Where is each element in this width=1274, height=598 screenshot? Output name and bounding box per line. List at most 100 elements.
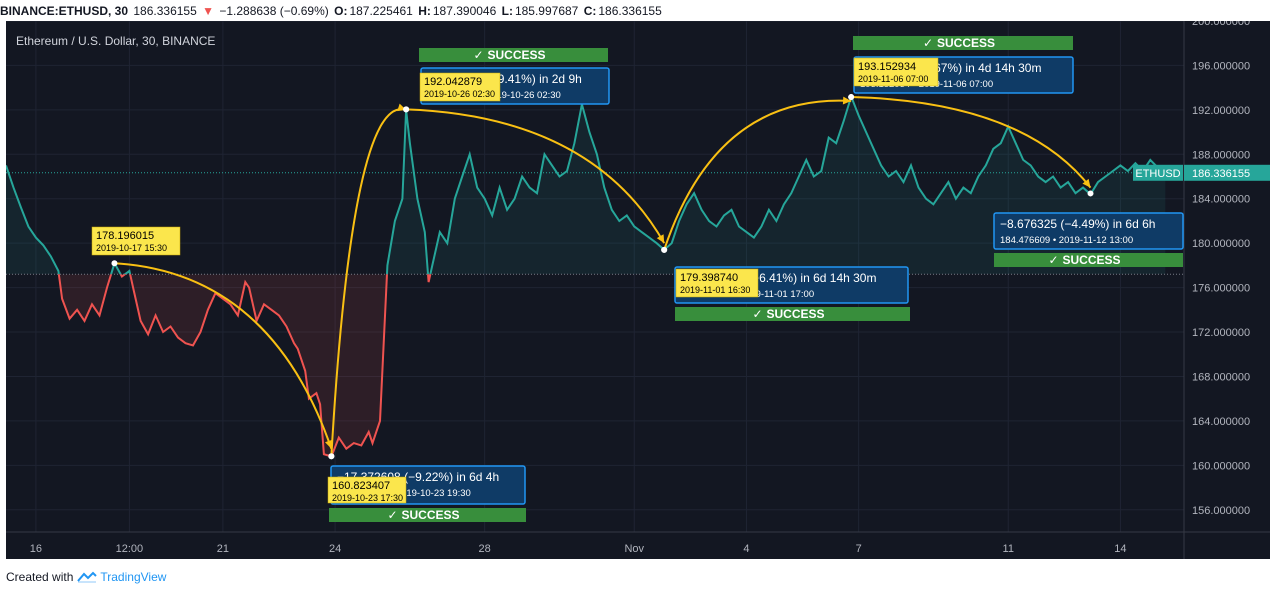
start-point (403, 106, 410, 113)
x-tick-label: 12:00 (116, 543, 144, 555)
x-tick-label: 11 (1003, 543, 1014, 555)
close-value: 186.336155 (598, 4, 662, 18)
start-date-label: 2019-10-17 15:30 (96, 243, 167, 253)
start-point (328, 453, 335, 460)
y-tick-label: 184.000000 (1192, 194, 1250, 206)
area-fill-up (6, 96, 1166, 275)
x-tick-label: 28 (479, 543, 491, 555)
y-tick-label: 192.000000 (1192, 105, 1250, 117)
y-tick-label: 164.000000 (1192, 416, 1250, 428)
symbol-label: BINANCE:ETHUSD, 30 (0, 4, 129, 18)
annotation-2: 31.219472 (19.41%) in 2d 9h192.042879 • … (328, 48, 610, 460)
info-line-2: 184.476609 • 2019-11-12 13:00 (1000, 235, 1133, 246)
annotation-5: −8.676325 (−4.49%) in 6d 6h 184.476609 • … (848, 94, 1184, 267)
footer: Created with TradingView (6, 570, 166, 584)
end-point (1087, 190, 1094, 197)
low-label: L: (501, 4, 513, 18)
target-price-label-bg (419, 72, 501, 102)
target-price-label: 179.398740 (680, 272, 738, 284)
y-tick-label: 200.000000 (1192, 21, 1250, 28)
y-tick-label: 188.000000 (1192, 149, 1250, 161)
checkmark-icon: ✓ (753, 307, 763, 321)
tradingview-logo-icon (77, 571, 98, 583)
info-line-1: −8.676325 (−4.49%) in 6d 6h (1000, 217, 1155, 231)
success-bar (419, 48, 608, 62)
start-point (661, 246, 668, 253)
annotation-1: −17.372608 (−9.22%) in 6d 4h160.823407 •… (91, 226, 526, 522)
y-tick-label: 196.000000 (1192, 60, 1250, 72)
high-value: 187.390046 (432, 4, 497, 18)
high-label: H: (418, 4, 431, 18)
start-point (111, 260, 118, 267)
y-tick-label: 160.000000 (1192, 460, 1250, 472)
last-price-tag-bg (1184, 164, 1270, 181)
last-price-tag: 186.336155 (1192, 168, 1250, 180)
info-box (993, 212, 1184, 250)
tradingview-brand[interactable]: TradingView (77, 570, 166, 584)
success-label: SUCCESS (1063, 253, 1121, 267)
projection-arc (330, 108, 407, 457)
chart-header: BINANCE:ETHUSD, 30 186.336155 ▼ −1.28863… (0, 0, 1274, 22)
x-tick-label: 24 (329, 543, 341, 555)
x-tick-label: 16 (30, 543, 42, 555)
price-change: −1.288638 (−0.69%) (219, 4, 329, 18)
created-with-label: Created with (6, 570, 74, 584)
x-tick-label: Nov (624, 543, 644, 555)
x-tick-label: 4 (743, 543, 749, 555)
x-tick-label: 7 (856, 543, 862, 555)
success-bar (675, 307, 910, 321)
arrow-head (1082, 178, 1091, 188)
area-fill-down (58, 274, 431, 457)
last-price: 186.336155 (133, 4, 197, 18)
close-label: C: (583, 4, 597, 18)
checkmark-icon: ✓ (388, 508, 398, 522)
success-label: SUCCESS (937, 36, 995, 50)
target-date-label: 2019-11-01 16:30 (680, 285, 750, 295)
target-price-label-bg (675, 268, 759, 298)
y-tick-label: 176.000000 (1192, 283, 1250, 295)
arrow-head (842, 96, 852, 105)
checkmark-icon: ✓ (474, 48, 484, 62)
open-value: 187.225461 (349, 4, 413, 18)
checkmark-icon: ✓ (923, 36, 933, 50)
chart-title: Ethereum / U.S. Dollar, 30, BINANCE (16, 34, 215, 48)
target-price-label-bg (853, 57, 939, 87)
success-label: SUCCESS (488, 48, 546, 62)
projection-arc (851, 96, 1092, 189)
projection-arc (406, 108, 666, 244)
tradingview-label: TradingView (100, 570, 167, 584)
success-bar (994, 253, 1183, 267)
annotation-4: 13.754194 (7.67%) in 4d 14h 30m193.15293… (661, 36, 1074, 253)
price-line-down (57, 274, 432, 458)
symbol-tag-bg (1133, 164, 1183, 181)
start-price-label: 178.196015 (96, 230, 154, 242)
x-tick-label: 21 (217, 543, 229, 555)
open-label: O: (334, 4, 348, 18)
arrow-head (325, 439, 333, 449)
y-tick-label: 180.000000 (1192, 238, 1250, 250)
success-bar (853, 36, 1073, 50)
price-line-up (6, 93, 1166, 275)
x-tick-label: 14 (1114, 543, 1126, 555)
success-label: SUCCESS (402, 508, 460, 522)
y-tick-label: 156.000000 (1192, 505, 1250, 517)
target-price-label: 192.042879 (424, 76, 482, 88)
low-value: 185.997687 (514, 4, 579, 18)
target-date-label: 2019-10-23 17:30 (332, 493, 403, 503)
arrow-head (656, 234, 665, 244)
projection-arc (114, 262, 333, 450)
price-chart[interactable]: 156.000000 160.000000 164.000000 168.000000… (6, 21, 1270, 559)
target-date-label: 2019-10-26 02:30 (424, 89, 495, 99)
start-point (848, 94, 855, 101)
projection-arc (663, 99, 852, 251)
triangle-down-icon: ▼ (202, 4, 214, 18)
chart-area[interactable]: 156.000000 160.000000 164.000000 168.000000… (6, 21, 1270, 559)
y-tick-label: 168.000000 (1192, 371, 1250, 383)
target-price-label: 160.823407 (332, 480, 390, 492)
target-date-label: 2019-11-06 07:00 (858, 74, 928, 84)
target-price-label-bg (327, 476, 407, 504)
y-tick-label: 172.000000 (1192, 327, 1250, 339)
checkmark-icon: ✓ (1049, 253, 1059, 267)
annotation-3: −12.644139 (−6.41%) in 6d 14h 30m179.398… (403, 106, 910, 321)
success-bar (329, 508, 526, 522)
